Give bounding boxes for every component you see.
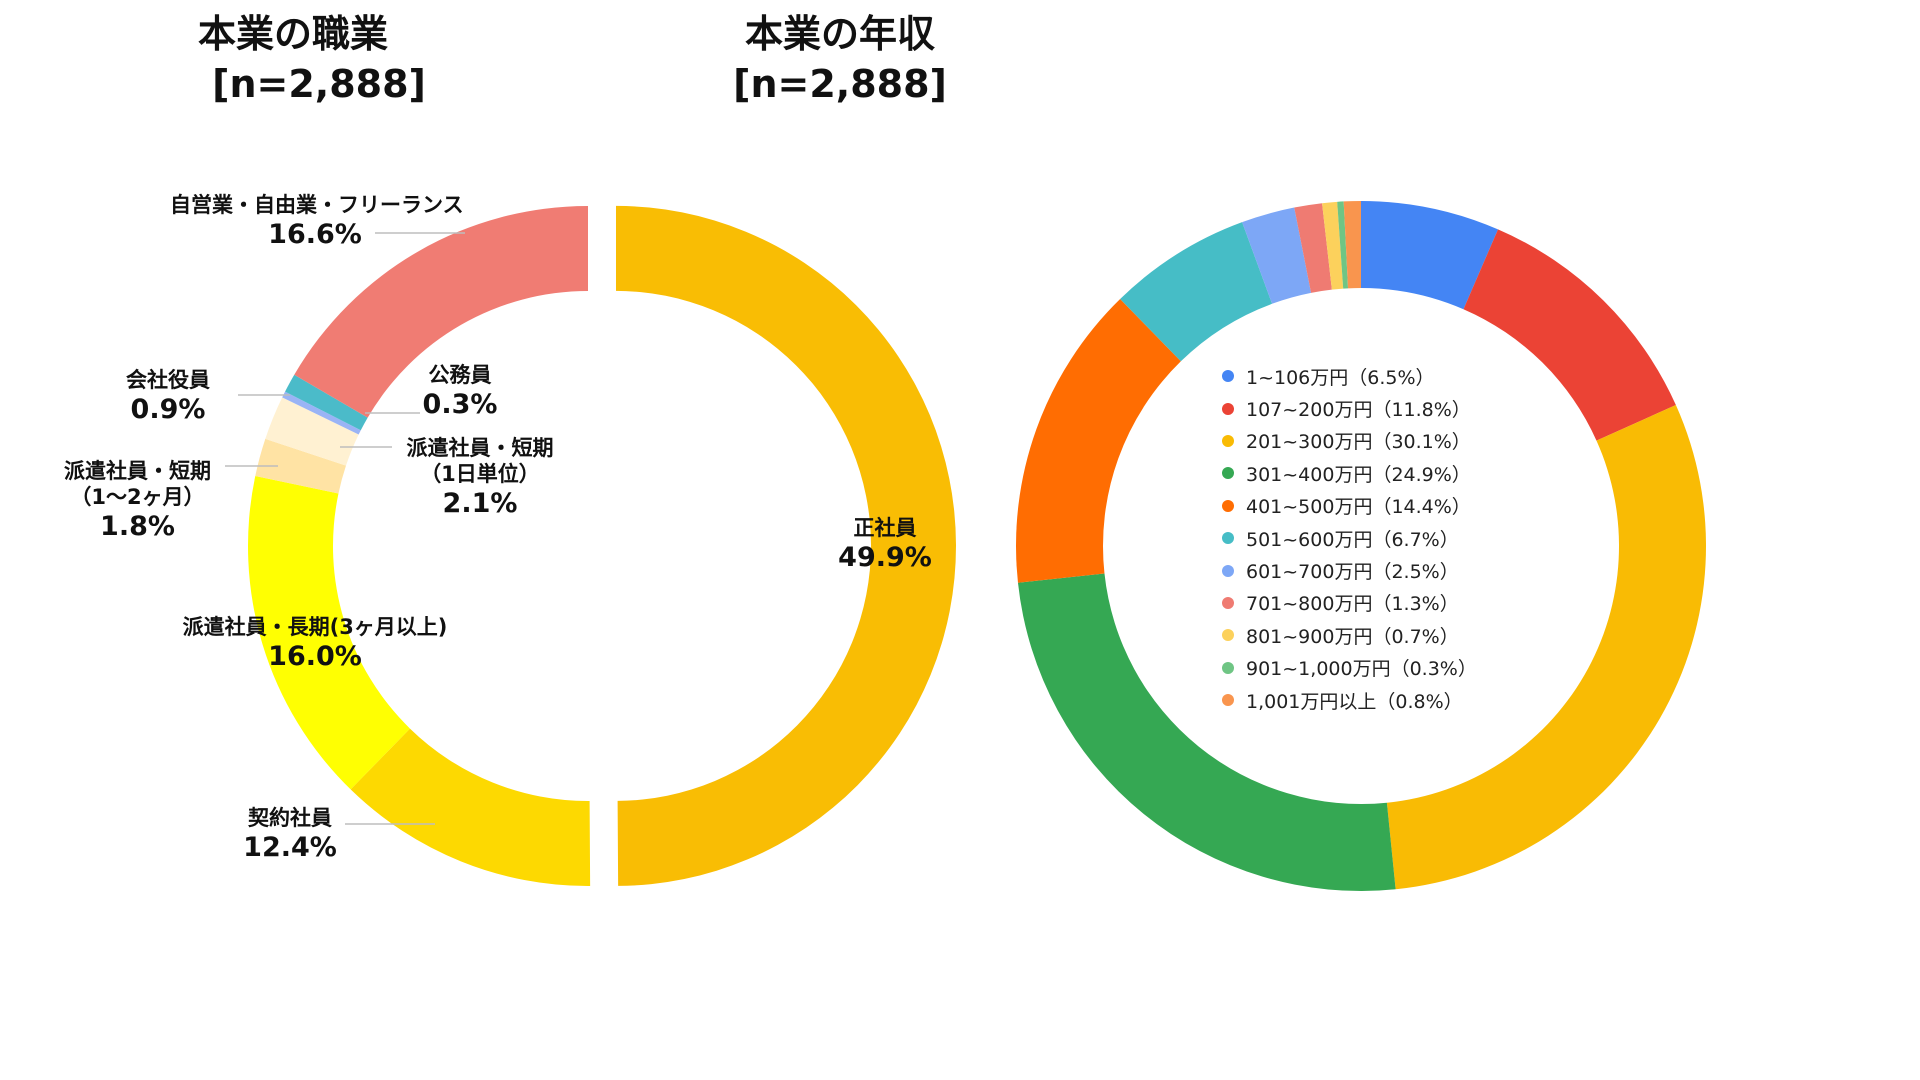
chart1-slice-8	[1322, 201, 1344, 290]
chart1-slice-4	[1016, 299, 1181, 583]
legend-label: 301~400万円（24.9%）	[1246, 463, 1471, 486]
legend-swatch	[1222, 402, 1234, 415]
chart1-slice-2	[1386, 405, 1706, 890]
label-name: 公務員	[428, 363, 492, 387]
chart0-slice-0	[615, 205, 956, 886]
chart0-slice-5	[282, 391, 361, 435]
chart0-slice-1	[350, 728, 591, 886]
legend-label: 601~700万円（2.5%）	[1246, 561, 1459, 584]
legend-item: 201~300万円（30.1%）	[1222, 425, 1477, 457]
chart1-slice-10	[1343, 201, 1361, 289]
legend-label: 401~500万円（14.4%）	[1246, 496, 1471, 519]
label-haken-short-month: 派遣社員・短期 （1〜2ヶ月） 1.8%	[55, 458, 220, 544]
legend-item: 1,001万円以上（0.8%）	[1222, 684, 1477, 716]
chart1-slice-9	[1337, 201, 1349, 289]
chart0-slice-6	[285, 374, 368, 431]
legend-swatch	[1222, 434, 1234, 447]
legend-swatch	[1222, 661, 1234, 674]
label-value: 0.3%	[422, 389, 498, 420]
chart0-slice-3	[255, 438, 346, 494]
label-name: 派遣社員・短期 （1〜2ヶ月）	[64, 459, 211, 509]
income-chart-subtitle: [n=2,888]	[733, 62, 947, 106]
label-keiyaku: 契約社員 12.4%	[225, 805, 355, 865]
legend-swatch	[1222, 467, 1234, 480]
income-legend: 1~106万円（6.5%） 107~200万円（11.8%） 201~300万円（3…	[1222, 360, 1477, 716]
label-value: 12.4%	[243, 832, 337, 863]
label-value: 16.0%	[268, 641, 362, 672]
legend-swatch	[1222, 532, 1234, 545]
label-name: 派遣社員・長期(3ヶ月以上)	[182, 615, 448, 639]
label-jieigyou: 自営業・自由業・フリーランス 16.6%	[170, 192, 464, 252]
legend-label: 701~800万円（1.3%）	[1246, 593, 1459, 616]
label-value: 2.1%	[442, 488, 518, 519]
legend-label: 801~900万円（0.7%）	[1246, 625, 1459, 648]
chart1-slice-1	[1463, 229, 1676, 441]
label-yakuin: 会社役員 0.9%	[113, 367, 223, 427]
label-koumuin: 公務員 0.3%	[410, 362, 510, 422]
legend-label: 1~106万円（6.5%）	[1246, 366, 1435, 389]
legend-swatch	[1222, 370, 1234, 383]
legend-swatch	[1222, 564, 1234, 577]
chart1-slice-0	[1361, 201, 1499, 310]
chart0-slice-2	[247, 476, 410, 790]
label-value: 0.9%	[130, 394, 206, 425]
legend-item: 401~500万円（14.4%）	[1222, 490, 1477, 522]
chart1-slice-3	[1017, 573, 1396, 892]
legend-swatch	[1222, 499, 1234, 512]
chart0-slice-4	[265, 397, 359, 466]
chart1-slice-6	[1242, 207, 1312, 304]
legend-swatch	[1222, 596, 1234, 609]
chart1-slice-5	[1120, 222, 1273, 362]
chart0-slice-7	[294, 206, 588, 418]
occupation-chart-panel: 本業の職業 [n=2,888]	[197, 12, 426, 106]
legend-swatch	[1222, 694, 1234, 707]
legend-item: 801~900万円（0.7%）	[1222, 619, 1477, 651]
legend-label: 201~300万円（30.1%）	[1246, 431, 1471, 454]
legend-item: 601~700万円（2.5%）	[1222, 554, 1477, 586]
legend-item: 501~600万円（6.7%）	[1222, 522, 1477, 554]
chart1-slice-7	[1294, 203, 1332, 293]
legend-item: 701~800万円（1.3%）	[1222, 587, 1477, 619]
legend-item: 107~200万円（11.8%）	[1222, 392, 1477, 424]
label-value: 1.8%	[100, 511, 175, 542]
label-seishain: 正社員 49.9%	[820, 515, 950, 575]
income-chart-title: 本業の年収	[744, 12, 935, 56]
legend-label: 501~600万円（6.7%）	[1246, 528, 1459, 551]
label-name: 自営業・自由業・フリーランス	[170, 193, 464, 217]
legend-label: 901~1,000万円（0.3%）	[1246, 658, 1477, 681]
legend-item: 301~400万円（24.9%）	[1222, 457, 1477, 489]
legend-swatch	[1222, 629, 1234, 642]
legend-label: 1,001万円以上（0.8%）	[1246, 690, 1463, 713]
label-name: 会社役員	[126, 368, 210, 392]
legend-item: 901~1,000万円（0.3%）	[1222, 652, 1477, 684]
label-name: 派遣社員・短期 （1日単位）	[406, 436, 554, 486]
label-name: 正社員	[853, 516, 917, 540]
label-haken-long: 派遣社員・長期(3ヶ月以上) 16.0%	[150, 614, 480, 674]
income-chart-panel: 本業の年収 [n=2,888]	[733, 0, 1920, 1080]
occupation-chart-title: 本業の職業	[197, 12, 388, 56]
label-value: 16.6%	[268, 219, 362, 250]
legend-label: 107~200万円（11.8%）	[1246, 399, 1471, 422]
label-name: 契約社員	[248, 806, 332, 830]
label-value: 49.9%	[838, 542, 932, 573]
legend-item: 1~106万円（6.5%）	[1222, 360, 1477, 392]
label-haken-short-day: 派遣社員・短期 （1日単位） 2.1%	[395, 435, 565, 521]
occupation-chart-subtitle: [n=2,888]	[212, 62, 426, 106]
